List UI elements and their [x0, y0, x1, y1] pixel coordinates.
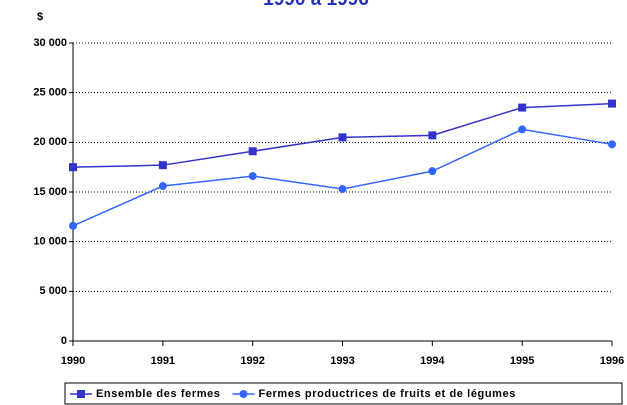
marker [69, 163, 77, 172]
y-axis-label: $ [37, 11, 43, 23]
y-tick-label: 25 000 [33, 87, 67, 99]
marker [338, 185, 347, 194]
y-tick-label: 10 000 [33, 236, 67, 248]
marker [158, 161, 167, 170]
marker [428, 131, 437, 140]
marker [428, 167, 437, 176]
marker [239, 390, 248, 398]
marker [158, 182, 167, 191]
y-tick-label: 30 000 [33, 37, 67, 49]
legend-label: Fermes productrices de fruits et de légu… [259, 388, 516, 400]
x-tick-label: 1996 [600, 355, 624, 367]
marker [77, 390, 85, 398]
y-tick-label: 15 000 [33, 186, 67, 198]
x-tick-label: 1995 [510, 355, 534, 367]
x-tick-label: 1994 [420, 355, 445, 367]
marker [69, 221, 77, 230]
marker [518, 125, 527, 134]
marker [248, 172, 257, 181]
x-tick-label: 1990 [61, 355, 85, 367]
legend-label: Ensemble des fermes [96, 388, 221, 400]
y-tick-label: 0 [61, 335, 67, 347]
marker [248, 147, 257, 156]
chart-title: 1990 à 1996 [263, 0, 369, 10]
y-tick-label: 20 000 [33, 136, 67, 148]
legend-box [64, 382, 623, 405]
series-line [72, 128, 613, 227]
marker [608, 99, 616, 108]
x-tick-label: 1992 [240, 355, 264, 367]
x-tick-label: 1991 [151, 355, 175, 367]
y-tick-label: 5 000 [39, 285, 67, 297]
marker [518, 103, 527, 112]
marker [338, 133, 347, 142]
x-tick-label: 1993 [330, 355, 354, 367]
marker [608, 140, 616, 149]
